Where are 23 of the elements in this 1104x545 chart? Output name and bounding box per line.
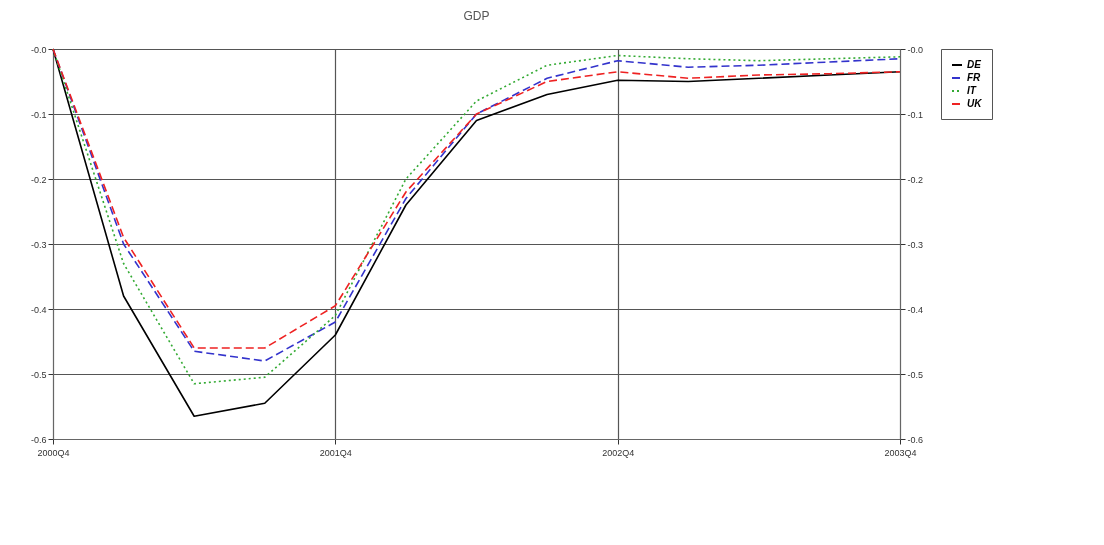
legend-label: DE — [967, 59, 982, 70]
legend-label: FR — [967, 72, 982, 83]
legend-label: UK — [967, 98, 983, 109]
y-tick-label: -0.5 — [30, 369, 47, 380]
y-tick-label: -0.2 — [30, 174, 47, 185]
x-tick-label: 2003Q4 — [884, 447, 917, 458]
legend-label: IT — [967, 85, 977, 96]
x-tick-label: 2001Q4 — [319, 447, 352, 458]
y-tick-label: -0.6 — [30, 434, 47, 445]
x-tick-label: 2000Q4 — [37, 447, 70, 458]
chart-title: GDP — [463, 9, 490, 23]
y2-tick-label: -0.6 — [907, 434, 924, 445]
y-tick-label: -0.1 — [30, 109, 47, 120]
y-tick-label: -0.4 — [30, 304, 47, 315]
y2-tick-label: -0.4 — [907, 304, 924, 315]
y2-tick-label: -0.3 — [907, 239, 924, 250]
y2-tick-label: -0.0 — [907, 44, 924, 55]
y2-tick-label: -0.1 — [907, 109, 924, 120]
y2-tick-label: -0.5 — [907, 369, 924, 380]
x-tick-label: 2002Q4 — [602, 447, 635, 458]
y-tick-label: -0.0 — [30, 44, 47, 55]
y2-tick-label: -0.2 — [907, 174, 924, 185]
y-tick-label: -0.3 — [30, 239, 47, 250]
